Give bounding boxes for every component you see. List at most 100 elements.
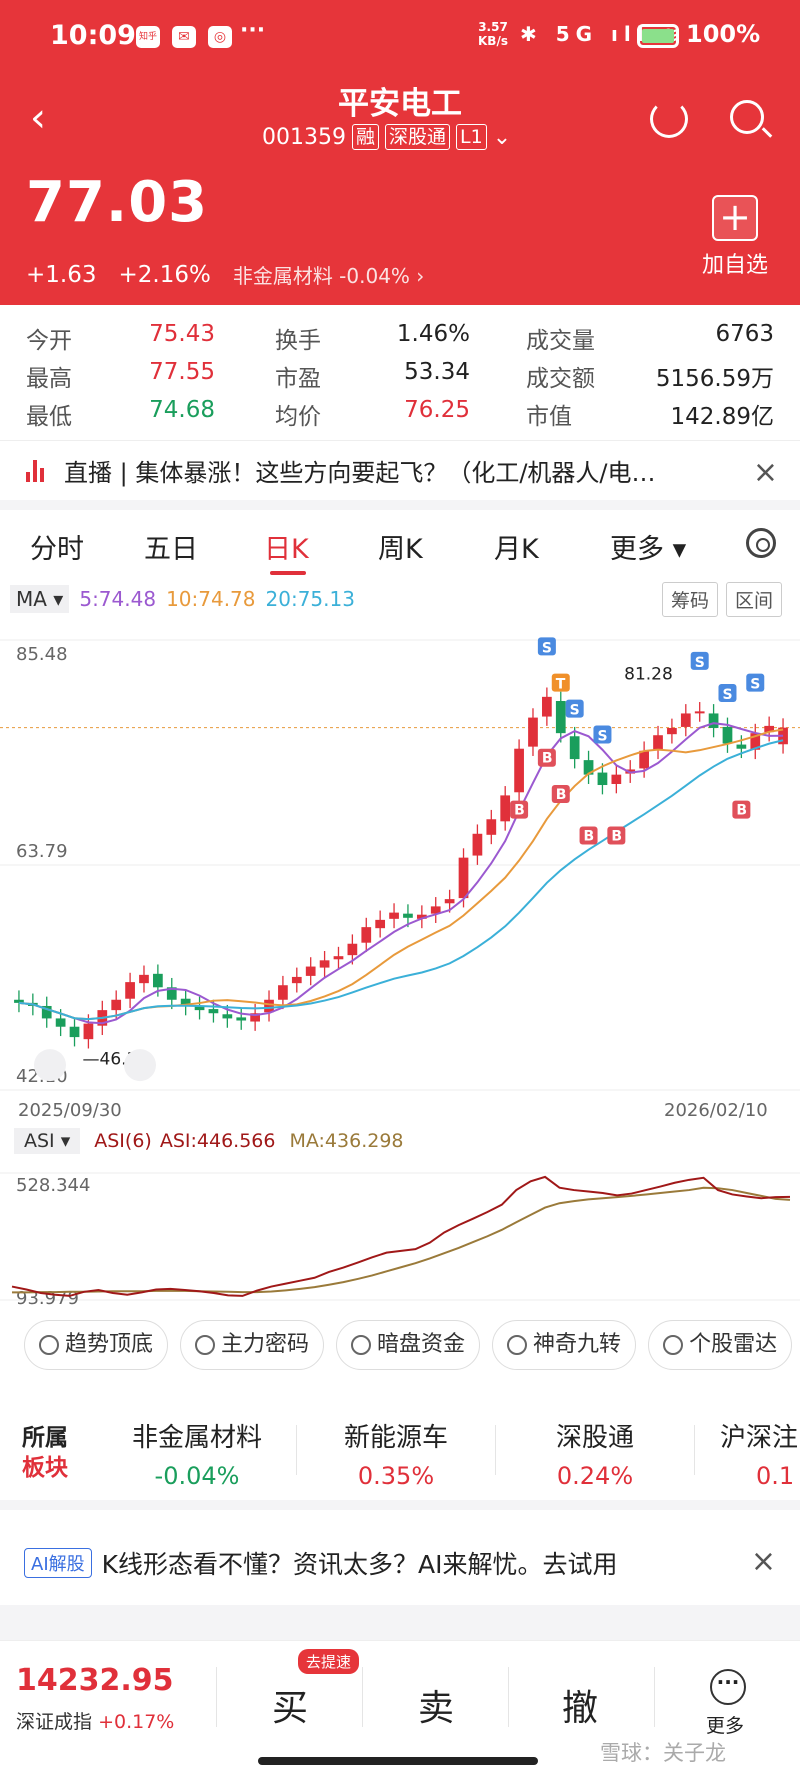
watermark: 雪球：关子龙 <box>600 1741 726 1765</box>
top-marker-label: T <box>556 677 566 693</box>
candle-body <box>486 819 497 835</box>
more-notifications-icon: ··· <box>240 18 266 43</box>
ma20-value: 20:75.13 <box>265 587 355 611</box>
live-banner[interactable]: 直播 | 集体暴涨！这些方向要起飞？（化工/机器人/电… × <box>0 440 800 510</box>
candle-body <box>14 999 24 1003</box>
cancel-order-button[interactable]: 撤 <box>561 1688 598 1729</box>
candle-body <box>319 960 330 968</box>
radar-icon <box>663 1335 684 1355</box>
chevron-down-icon[interactable]: ⌄ <box>492 124 512 150</box>
asi-line <box>11 1175 791 1297</box>
buy-marker-label: B <box>736 803 747 819</box>
sector-item[interactable]: 深股通 0.24% <box>555 1423 634 1490</box>
close-icon[interactable]: × <box>752 455 778 490</box>
candle-body <box>430 906 441 914</box>
main-force-button[interactable]: 主力密码 <box>180 1320 325 1370</box>
sell-marker-label: S <box>750 677 760 693</box>
sell-marker <box>565 699 584 718</box>
mcap-label: 市值 <box>526 404 572 430</box>
y-tick-label: 85.48 <box>16 644 68 665</box>
tab-monthly-k[interactable]: 月K <box>494 534 539 565</box>
sell-marker-label: S <box>695 655 705 671</box>
wechat-icon: ✉ <box>172 26 196 48</box>
tab-five-day[interactable]: 五日 <box>144 534 198 565</box>
more-icon[interactable]: ··· <box>710 1669 746 1705</box>
tab-more[interactable]: 更多 ▾ <box>610 534 687 565</box>
search-icon[interactable] <box>730 100 764 134</box>
high-value: 77.55 <box>149 359 215 385</box>
stock-code: 001359 <box>262 124 346 150</box>
candle-body <box>41 1005 52 1019</box>
candle-body <box>416 914 427 919</box>
trend-icon <box>39 1335 59 1355</box>
candle-body <box>111 999 122 1011</box>
candle-body <box>708 713 719 728</box>
index-name[interactable]: 深证成指 +0.17% <box>16 1711 175 1733</box>
index-value[interactable]: 14232.95 <box>16 1663 174 1698</box>
ai-banner[interactable]: AI解股 K线形态看不懂？资讯太多？AI来解忧。去试用 × <box>0 1520 800 1605</box>
asi-select[interactable]: ASI ▾ <box>14 1128 81 1154</box>
buy-marker-label: B <box>514 803 525 819</box>
buy-marker-label: B <box>542 751 553 767</box>
settings-icon[interactable] <box>746 528 776 558</box>
buy-marker <box>551 785 570 804</box>
candle-body <box>569 736 580 760</box>
ma20-line <box>18 739 784 1021</box>
range-button[interactable]: 区间 <box>726 582 783 617</box>
candle-body <box>764 725 775 733</box>
expand-icon <box>34 1049 66 1082</box>
candle-body <box>305 966 316 976</box>
sell-marker <box>718 684 737 703</box>
battery-icon <box>637 24 679 48</box>
speedup-badge[interactable]: 去提速 <box>298 1649 360 1674</box>
back-button[interactable]: ‹ <box>30 95 46 141</box>
level-tag[interactable]: L1 <box>456 124 487 150</box>
price-change-pct: +2.16% <box>118 261 211 288</box>
candle-body <box>750 733 761 750</box>
more-label[interactable]: 更多 <box>706 1715 745 1737</box>
ma5-line <box>18 722 784 1025</box>
tab-daily-k[interactable]: 日K <box>264 534 309 565</box>
sector-item[interactable]: 沪深注 0.1 <box>720 1423 799 1490</box>
candle-body <box>139 974 149 984</box>
tab-weekly-k[interactable]: 周K <box>378 534 423 565</box>
y-tick-label: 63.79 <box>16 841 68 862</box>
sector-item[interactable]: 非金属材料 -0.04% <box>131 1423 262 1490</box>
candle-body <box>528 717 538 747</box>
home-indicator[interactable] <box>258 1757 538 1765</box>
indicator-select[interactable]: MA ▾ <box>10 585 70 613</box>
asi-max-label: 528.344 <box>16 1175 90 1196</box>
close-icon[interactable]: × <box>750 1544 776 1579</box>
sector-link[interactable]: 非金属材料 -0.04% › <box>232 264 425 288</box>
amount-value: 5156.59万 <box>655 366 774 392</box>
live-text: 直播 | 集体暴涨！这些方向要起飞？（化工/机器人/电… <box>64 459 656 487</box>
add-favorite-button[interactable]: + 加自选 <box>695 195 775 279</box>
pe-label: 市盈 <box>275 366 321 392</box>
nine-turn-button[interactable]: 神奇九转 <box>492 1320 637 1370</box>
top-marker <box>551 673 570 692</box>
open-label: 今开 <box>26 328 72 354</box>
candle-body <box>375 919 386 929</box>
high-label: 最高 <box>26 366 72 392</box>
asi-legend: ASI ▾ ASI(6) ASI:446.566 MA:436.298 <box>14 1128 404 1154</box>
ai-text: K线形态看不懂？资讯太多？AI来解忧。去试用 <box>101 1549 618 1579</box>
tab-intraday[interactable]: 分时 <box>30 534 84 565</box>
dark-pool-button[interactable]: 暗盘资金 <box>336 1320 481 1370</box>
buy-button[interactable]: 买 <box>271 1688 308 1729</box>
x-start-date: 2025/09/30 <box>18 1100 122 1121</box>
ma10-line <box>18 728 784 1021</box>
sector-item[interactable]: 新能源车 0.35% <box>343 1423 448 1490</box>
open-value: 75.43 <box>149 321 215 347</box>
refresh-icon[interactable] <box>650 100 688 138</box>
stock-radar-button[interactable]: 个股雷达 <box>648 1320 793 1370</box>
trend-top-bottom-button[interactable]: 趋势顶底 <box>24 1320 169 1370</box>
sell-marker <box>746 673 765 692</box>
ai-tag: AI解股 <box>24 1547 92 1578</box>
sell-marker <box>537 637 556 656</box>
sell-button[interactable]: 卖 <box>417 1688 454 1729</box>
candle-body <box>583 760 594 775</box>
chips-button[interactable]: 筹码 <box>662 582 719 617</box>
active-tab-indicator <box>270 571 306 575</box>
